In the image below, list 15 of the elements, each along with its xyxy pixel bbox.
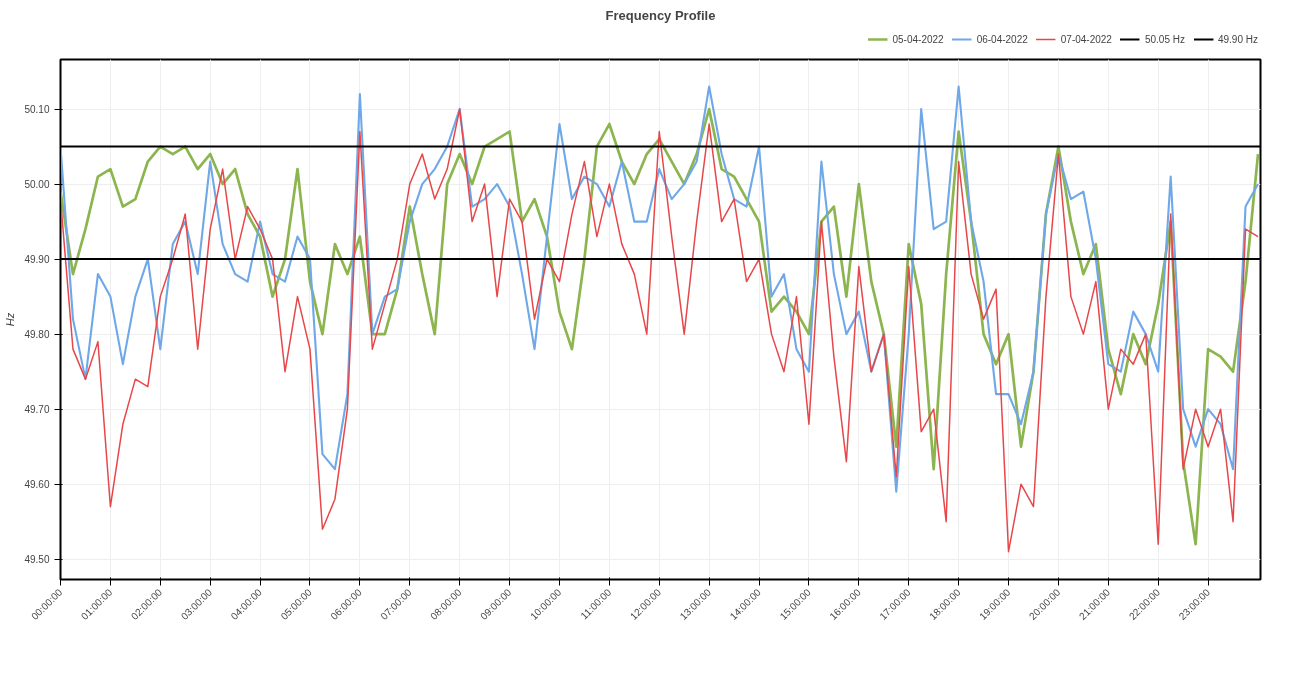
y-tick-label: 49.50 (24, 554, 50, 566)
legend-label: 50.05 Hz (1144, 33, 1185, 45)
y-tick-label: 49.70 (24, 404, 50, 416)
y-tick-label: 49.60 (24, 479, 50, 491)
legend-label: 07-04-2022 (1060, 33, 1112, 45)
legend-label: 06-04-2022 (976, 33, 1028, 45)
legend-label: 49.90 Hz (1217, 33, 1258, 45)
chart-title: Frequency Profile (605, 7, 716, 23)
legend-label: 05-04-2022 (892, 33, 944, 45)
y-tick-label: 49.90 (24, 254, 50, 266)
line-series (60, 85, 1260, 493)
y-tick-label: 50.00 (24, 179, 50, 191)
y-axis-title: Hz (4, 312, 17, 327)
y-tick-label: 49.80 (24, 329, 50, 341)
y-tick-label: 50.10 (24, 104, 50, 116)
